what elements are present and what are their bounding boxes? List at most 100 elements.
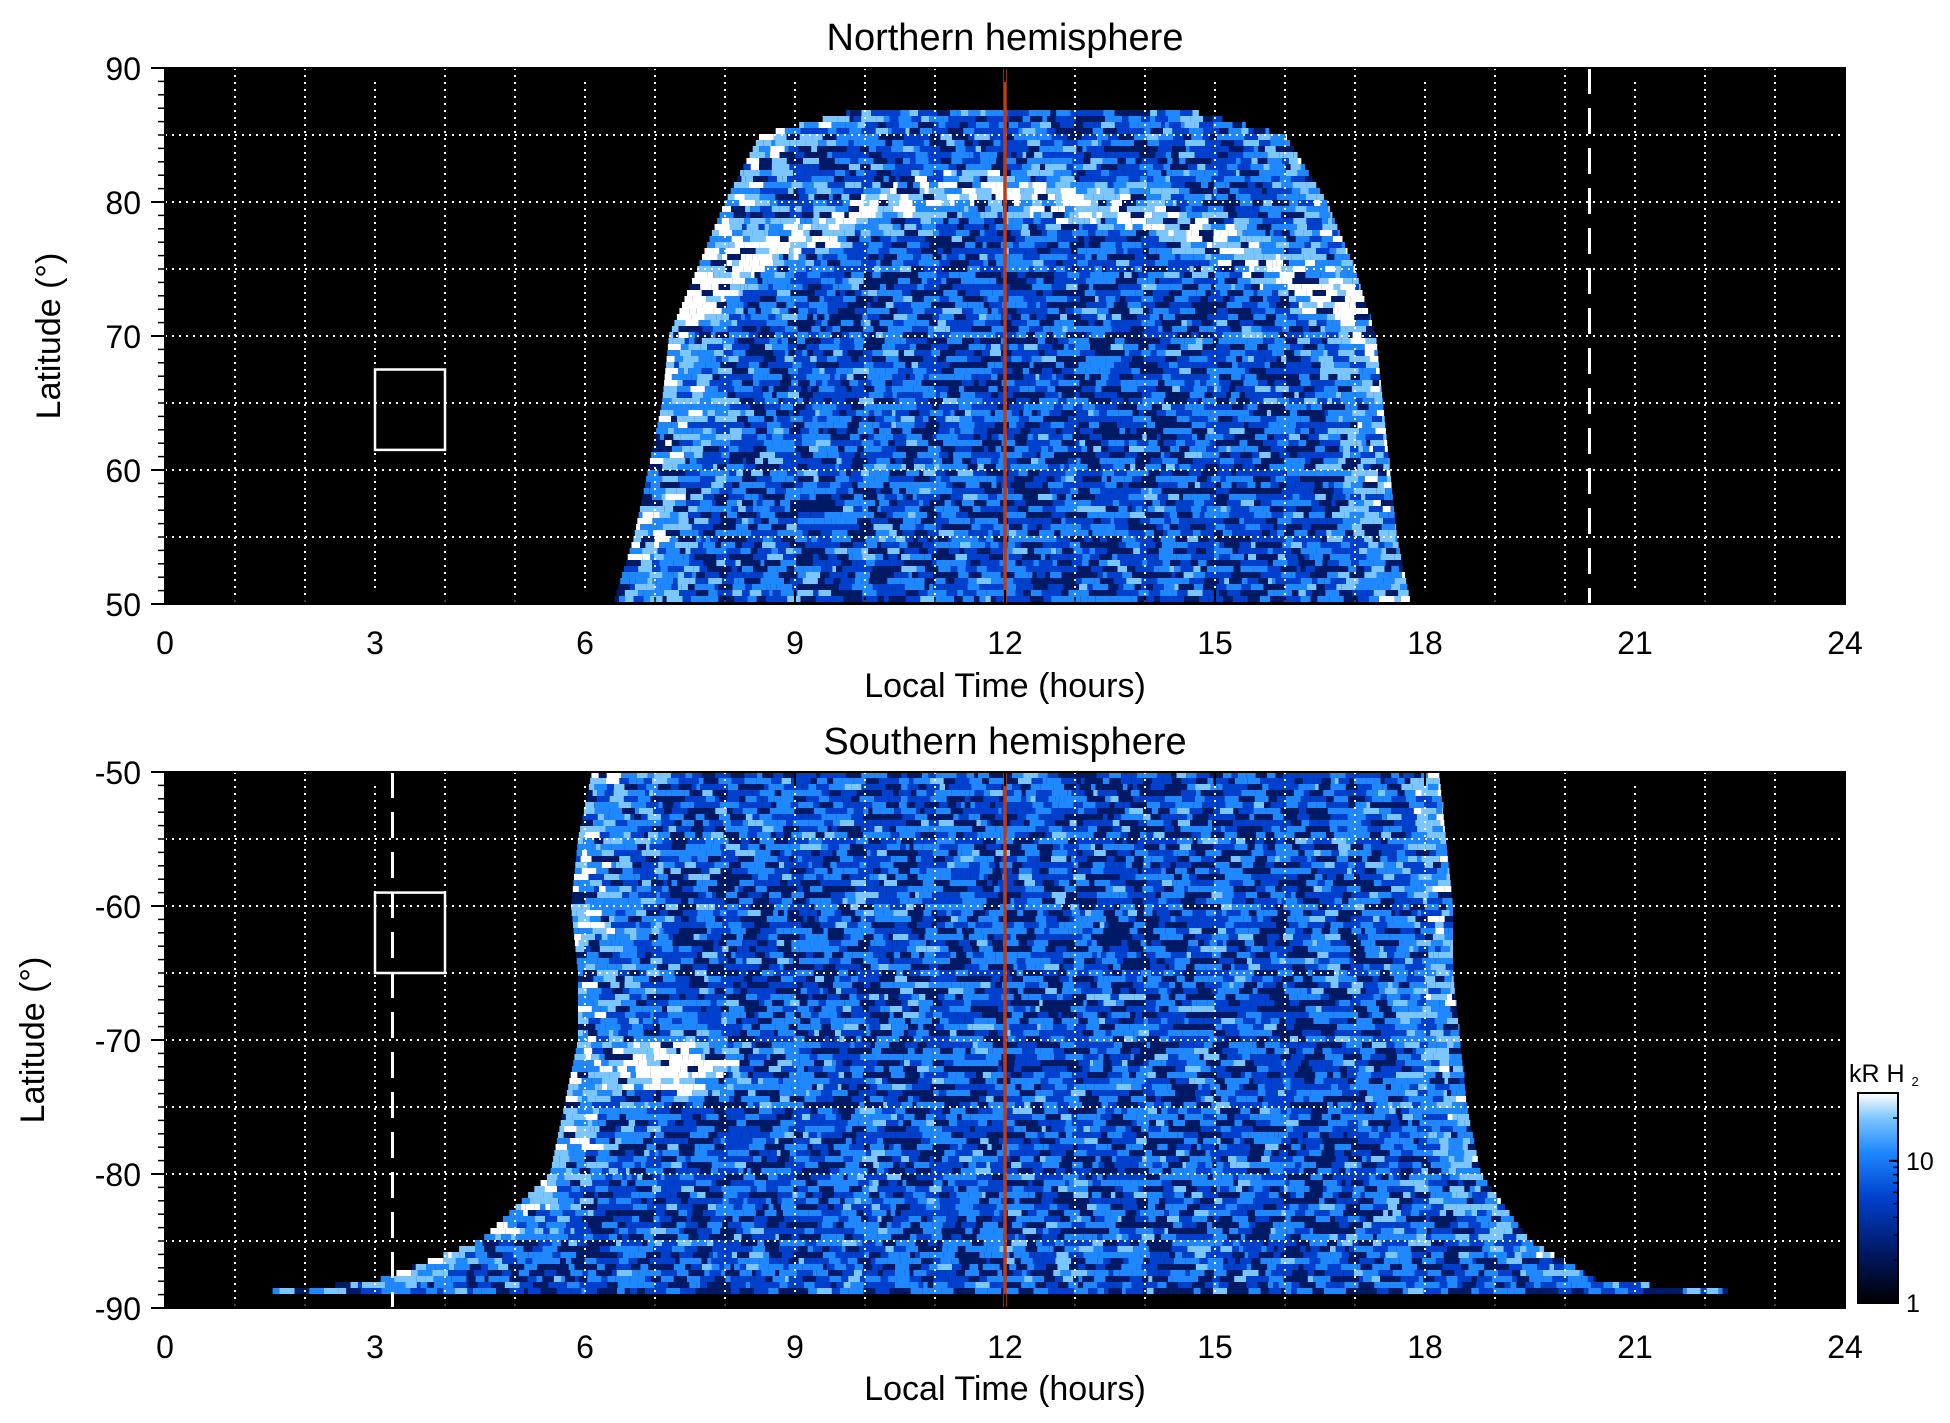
emission-streak: [1204, 392, 1213, 398]
emission-streak: [1116, 266, 1127, 272]
emission-streak: [883, 116, 890, 122]
emission-streak: [1194, 380, 1201, 386]
emission-streak: [1073, 524, 1082, 530]
emission-streak: [1209, 440, 1217, 446]
emission-streak: [773, 134, 787, 140]
emission-streak: [1310, 338, 1323, 344]
emission-streak: [1167, 530, 1181, 536]
emission-streak: [1274, 362, 1287, 368]
emission-streak: [1383, 518, 1396, 524]
emission-streak: [1270, 482, 1279, 488]
emission-streak: [961, 362, 974, 368]
emission-streak: [759, 134, 774, 140]
emission-streak: [1105, 422, 1114, 428]
emission-streak: [825, 362, 839, 368]
emission-streak: [1160, 434, 1177, 440]
emission-streak: [940, 134, 953, 140]
emission-streak: [1103, 320, 1111, 326]
emission-streak: [943, 440, 957, 446]
emission-streak: [1135, 506, 1143, 512]
emission-streak: [1150, 122, 1162, 128]
emission-streak: [789, 428, 801, 434]
emission-streak: [1148, 488, 1152, 494]
emission-streak: [1130, 422, 1140, 428]
emission-streak: [1219, 542, 1225, 548]
emission-streak: [902, 146, 914, 152]
emission-streak: [886, 464, 902, 470]
emission-streak: [1146, 146, 1152, 152]
emission-streak: [1213, 428, 1230, 434]
emission-streak: [1042, 482, 1048, 488]
emission-streak: [1166, 344, 1171, 350]
emission-streak: [1138, 338, 1148, 344]
emission-streak: [941, 200, 950, 206]
emission-streak: [873, 434, 887, 440]
emission-streak: [887, 194, 901, 200]
emission-streak: [715, 542, 721, 548]
emission-streak: [970, 368, 985, 374]
emission-streak: [1037, 338, 1045, 344]
emission-streak: [1161, 122, 1165, 128]
emission-streak: [1161, 488, 1178, 494]
emission-streak: [1265, 128, 1270, 134]
emission-streak: [1334, 302, 1350, 308]
emission-streak: [1160, 392, 1166, 398]
emission-streak: [1042, 290, 1048, 296]
emission-streak: [685, 458, 690, 464]
emission-streak: [1191, 134, 1203, 140]
emission-streak: [991, 458, 999, 464]
emission-streak: [952, 134, 969, 140]
emission-streak: [1005, 410, 1012, 416]
emission-streak: [1200, 530, 1214, 536]
emission-streak: [911, 116, 922, 122]
emission-streak: [700, 434, 716, 440]
emission-streak: [833, 422, 848, 428]
emission-streak: [918, 500, 924, 506]
emission-streak: [1192, 518, 1202, 524]
emission-streak: [1029, 404, 1034, 410]
emission-streak: [1113, 464, 1125, 470]
emission-streak: [946, 140, 955, 146]
emission-streak: [790, 278, 795, 284]
emission-streak: [872, 182, 881, 188]
emission-streak: [1168, 308, 1180, 314]
emission-streak: [1189, 260, 1199, 266]
emission-streak: [902, 290, 911, 296]
emission-streak: [972, 416, 985, 422]
emission-streak: [945, 206, 950, 212]
emission-streak: [783, 434, 796, 440]
emission-streak: [885, 386, 892, 392]
emission-streak: [1068, 218, 1073, 224]
emission-streak: [1340, 422, 1351, 428]
emission-streak: [897, 278, 911, 284]
emission-streak: [1230, 350, 1241, 356]
emission-streak: [851, 536, 866, 542]
emission-streak: [738, 302, 744, 308]
emission-streak: [1263, 164, 1270, 170]
emission-streak: [849, 200, 864, 206]
emission-streak: [893, 398, 899, 404]
emission-streak: [662, 392, 677, 398]
emission-streak: [1201, 470, 1218, 476]
emission-streak: [1155, 182, 1172, 188]
emission-streak: [1265, 230, 1270, 236]
emission-streak: [688, 506, 698, 512]
emission-streak: [1297, 338, 1311, 344]
emission-streak: [1170, 452, 1179, 458]
emission-streak: [1015, 302, 1028, 308]
emission-streak: [1070, 236, 1078, 242]
emission-streak: [921, 446, 928, 452]
emission-streak: [1237, 230, 1243, 236]
emission-streak: [1325, 494, 1333, 500]
emission-streak: [827, 260, 841, 266]
emission-streak: [1226, 164, 1238, 170]
emission-streak: [1152, 308, 1169, 314]
emission-streak: [1211, 176, 1224, 182]
emission-streak: [996, 476, 1006, 482]
emission-streak: [694, 272, 708, 278]
emission-streak: [864, 404, 868, 410]
emission-streak: [827, 452, 832, 458]
emission-streak: [1221, 164, 1227, 170]
emission-streak: [1224, 386, 1230, 392]
emission-streak: [1237, 362, 1249, 368]
